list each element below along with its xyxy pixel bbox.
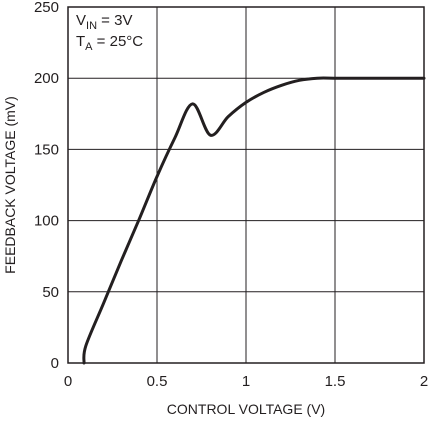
y-tick-label: 0 <box>51 355 59 372</box>
x-tick-label: 0 <box>64 373 72 390</box>
y-tick-label: 50 <box>42 284 59 301</box>
x-tick-labels: 0 0.5 1 1.5 2 <box>64 373 428 390</box>
condition-vin-sub: IN <box>86 20 97 32</box>
x-tick-label: 0.5 <box>147 373 168 390</box>
condition-ta-main: T <box>76 33 85 50</box>
condition-ta-sub: A <box>85 41 93 53</box>
series-line <box>82 76 426 365</box>
y-tick-labels: 0 50 100 150 200 250 <box>34 0 59 372</box>
grid <box>68 7 424 363</box>
x-tick-label: 1.5 <box>325 373 346 390</box>
condition-vin-rest: = 3V <box>97 12 132 29</box>
y-tick-label: 150 <box>34 141 59 158</box>
plot-area-border <box>67 6 425 364</box>
y-axis-title: FEEDBACK VOLTAGE (mV) <box>2 96 18 274</box>
x-axis-title: CONTROL VOLTAGE (V) <box>167 401 325 417</box>
condition-vin: VIN = 3V <box>76 12 132 32</box>
x-tick-label: 1 <box>242 373 250 390</box>
y-tick-label: 200 <box>34 70 59 87</box>
condition-ta-rest: = 25°C <box>93 33 144 50</box>
condition-vin-main: V <box>76 12 86 29</box>
condition-ta: TA = 25°C <box>76 33 143 53</box>
y-tick-label: 100 <box>34 213 59 230</box>
y-tick-label: 250 <box>34 0 59 16</box>
x-tick-label: 2 <box>420 373 428 390</box>
